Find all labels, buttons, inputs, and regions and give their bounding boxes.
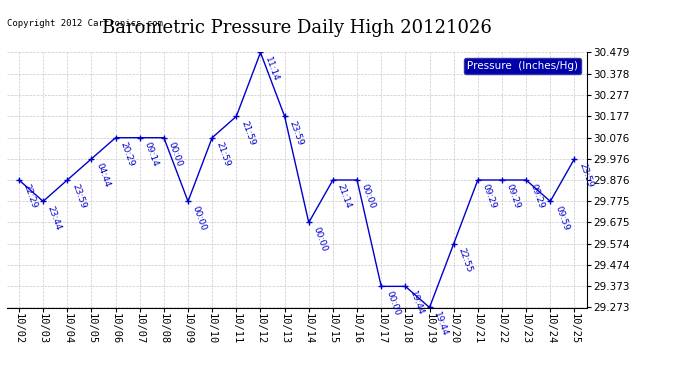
Text: 09:29: 09:29 — [505, 183, 522, 210]
Text: 19:44: 19:44 — [433, 310, 449, 338]
Text: 21:14: 21:14 — [336, 183, 353, 210]
Text: 11:14: 11:14 — [264, 55, 281, 82]
Text: 19:44: 19:44 — [408, 289, 425, 316]
Text: 22:29: 22:29 — [22, 183, 39, 210]
Text: 09:14: 09:14 — [143, 141, 160, 168]
Text: 20:29: 20:29 — [119, 141, 135, 168]
Text: 23:44: 23:44 — [46, 204, 63, 231]
Text: 04:44: 04:44 — [95, 162, 111, 189]
Text: 00:00: 00:00 — [360, 183, 377, 210]
Text: 23:59: 23:59 — [70, 183, 88, 210]
Text: 23:59: 23:59 — [578, 162, 595, 189]
Text: 21:59: 21:59 — [215, 141, 233, 168]
Legend: Pressure  (Inches/Hg): Pressure (Inches/Hg) — [464, 58, 581, 74]
Text: Copyright 2012 Cartronics.com: Copyright 2012 Cartronics.com — [7, 19, 163, 28]
Text: 00:00: 00:00 — [191, 204, 208, 231]
Text: 09:59: 09:59 — [553, 204, 571, 231]
Text: 22:55: 22:55 — [457, 247, 473, 274]
Text: 09:29: 09:29 — [529, 183, 546, 210]
Text: 23:59: 23:59 — [288, 119, 305, 146]
Text: 21:59: 21:59 — [239, 119, 257, 146]
Text: 09:29: 09:29 — [481, 183, 498, 210]
Text: 00:00: 00:00 — [312, 225, 329, 253]
Text: 00:00: 00:00 — [167, 141, 184, 168]
Text: Barometric Pressure Daily High 20121026: Barometric Pressure Daily High 20121026 — [101, 19, 492, 37]
Text: 00:00: 00:00 — [384, 289, 402, 316]
